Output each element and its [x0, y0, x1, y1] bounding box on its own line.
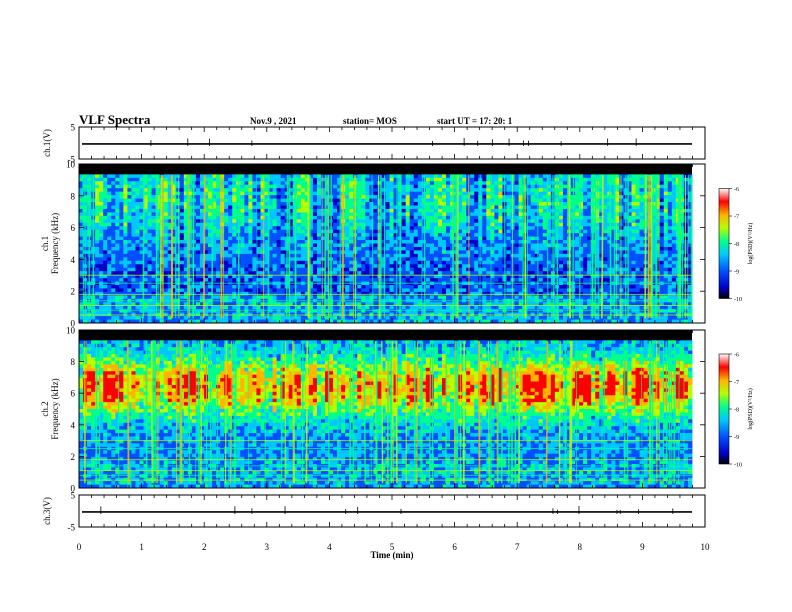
y-tick-label: 8: [71, 357, 76, 367]
y-tick-label: 5: [71, 123, 76, 133]
colorbar-tick-label: -9: [734, 435, 739, 441]
ch1-waveform-panel: 5 -5 ch.1(V): [42, 123, 706, 165]
y-tick-label: 10: [66, 160, 76, 170]
colorbar-label: log(PSD)(V²/Hz): [747, 388, 754, 429]
y-axis-label: ch.3(V): [42, 497, 52, 525]
y-axis-label-channel: ch.2: [40, 401, 50, 416]
y-tick-label: 0: [71, 484, 76, 494]
x-tick-label: 2: [202, 542, 207, 552]
x-axis-label: Time (min): [370, 550, 413, 560]
y-axis-label-frequency: Frequency (kHz): [50, 213, 60, 274]
colorbar-tick-label: -8: [734, 242, 739, 248]
x-tick-label: 6: [452, 542, 457, 552]
y-tick-label: 10: [66, 326, 76, 336]
colorbar-tick-label: -10: [734, 463, 742, 469]
y-tick-label: 5: [71, 491, 76, 501]
y-tick-label: 6: [71, 223, 76, 233]
ch1-spectrogram-panel: 0 2 4 6 8 10 ch.1 Frequency (kHz) -6 -7 -8 -9 -10 log…: [40, 160, 754, 329]
y-axis-label-frequency: Frequency (kHz): [50, 378, 60, 439]
y-tick-label: 2: [71, 452, 76, 462]
y-tick-label: 4: [71, 420, 76, 430]
ch2-spectrogram-panel: 0 2 4 6 8 10 ch.2 Frequency (kHz) -6 -7 -8 -9 -10 log…: [40, 326, 754, 494]
y-axis-label: ch.1(V): [42, 129, 52, 157]
y-tick-label: 0: [71, 319, 76, 329]
ch3-waveform-panel: 5 -5 ch.3(V): [42, 491, 706, 533]
start-time-label: start UT = 17: 20: 1: [437, 116, 513, 126]
ch2-spectrogram-heatmap: [79, 330, 693, 489]
y-tick-label: 2: [71, 287, 76, 297]
colorbar-tick-label: -10: [734, 297, 742, 303]
x-tick-label: 10: [701, 542, 711, 552]
colorbar-tick-label: -6: [734, 353, 739, 359]
x-tick-label: 7: [515, 542, 520, 552]
x-tick-label: 4: [327, 542, 332, 552]
y-tick-label: 8: [71, 191, 76, 201]
chart-title: VLF Spectra: [79, 112, 151, 127]
x-tick-label: 8: [578, 542, 583, 552]
y-tick-label: -5: [68, 155, 76, 165]
x-tick-label: 9: [640, 542, 645, 552]
ch2-spectrogram-colorbar: -6 -7 -8 -9 -10 log(PSD)(V²/Hz): [718, 353, 754, 469]
colorbar-tick-label: -7: [734, 380, 739, 386]
date-label: Nov.9 , 2021: [250, 116, 297, 126]
x-tick-label: 1: [139, 542, 144, 552]
y-axis-label-channel: ch.1: [40, 236, 50, 251]
ch1-spectrogram-colorbar: -6 -7 -8 -9 -10 log(PSD)(V²/Hz): [718, 187, 754, 303]
station-label: station= MOS: [343, 116, 397, 126]
colorbar-label: log(PSD)(V²/Hz): [747, 223, 754, 264]
x-tick-label: 5: [390, 542, 395, 552]
colorbar-tick-label: -6: [734, 187, 739, 193]
colorbar-tick-label: -7: [734, 215, 739, 221]
y-tick-label: 6: [71, 389, 76, 399]
y-tick-label: -5: [68, 523, 76, 533]
y-tick-label: 4: [71, 255, 76, 265]
x-tick-label: 3: [265, 542, 270, 552]
colorbar-tick-label: -9: [734, 270, 739, 276]
x-tick-label: 0: [77, 542, 82, 552]
ch1-spectrogram-heatmap: [79, 164, 693, 324]
colorbar-tick-label: -8: [734, 408, 739, 414]
